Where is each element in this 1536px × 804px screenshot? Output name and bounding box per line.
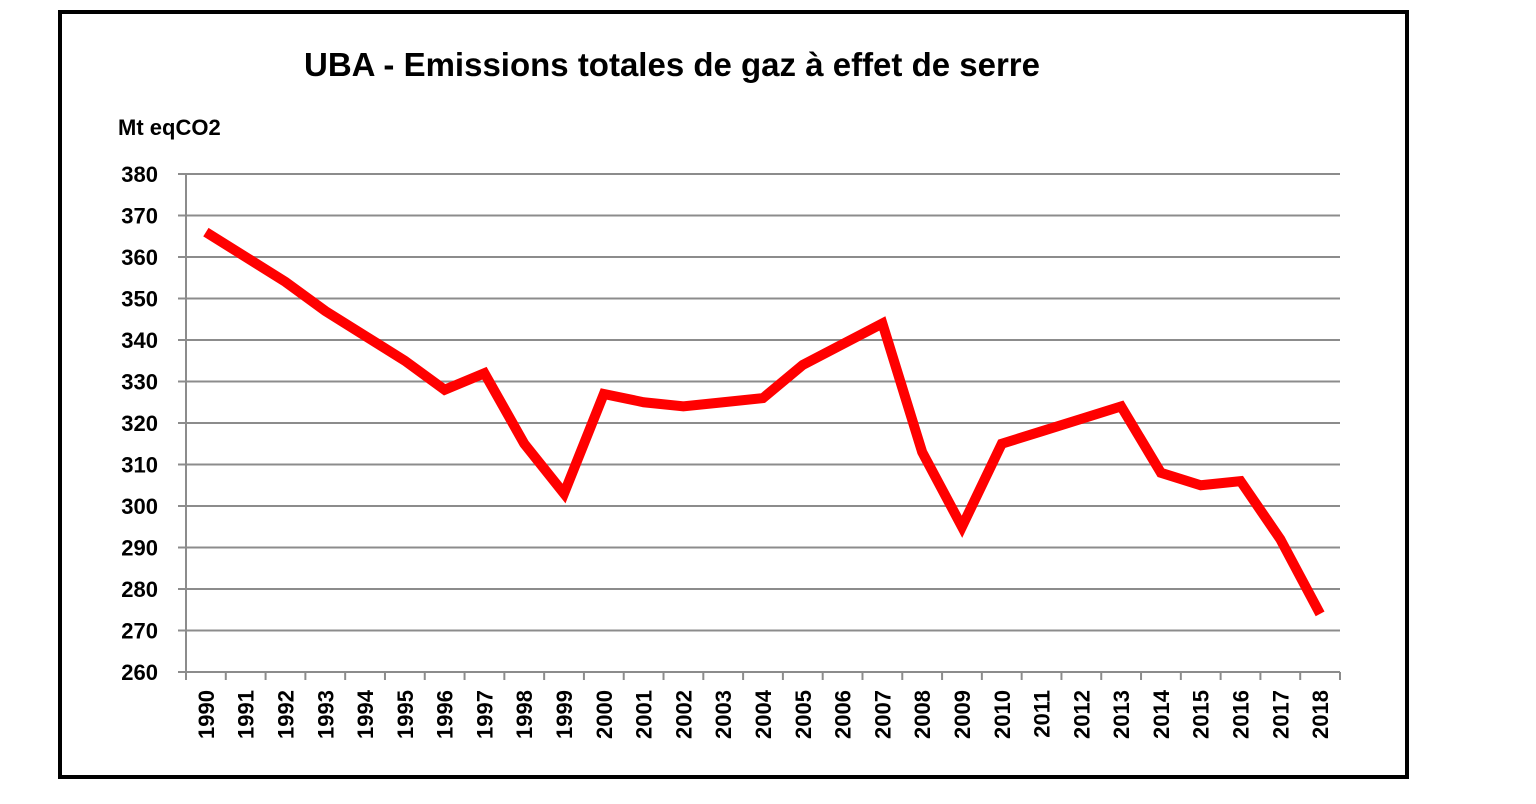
x-tick-label: 1993 <box>313 690 338 739</box>
x-tick-label: 1998 <box>512 690 537 739</box>
x-tick-label: 2003 <box>711 690 736 739</box>
x-tick-label: 2010 <box>990 690 1015 739</box>
x-tick-label: 2017 <box>1268 690 1293 739</box>
x-tick-label: 1997 <box>472 690 497 739</box>
x-tick-label: 2000 <box>592 690 617 739</box>
axes <box>178 173 1341 680</box>
y-tick-label: 350 <box>121 287 158 312</box>
x-tick-label: 2015 <box>1189 690 1214 739</box>
x-tick-label: 1991 <box>234 690 259 739</box>
x-tick-label: 2008 <box>910 690 935 739</box>
x-tick-label: 2014 <box>1149 689 1174 739</box>
chart-title: UBA - Emissions totales de gaz à effet d… <box>304 46 1040 83</box>
chart-frame <box>58 10 1409 779</box>
x-tick-label: 1990 <box>194 690 219 739</box>
y-tick-label: 280 <box>121 577 158 602</box>
x-tick-label: 2005 <box>791 690 816 739</box>
x-tick-label: 2018 <box>1308 690 1333 739</box>
y-tick-label: 270 <box>121 619 158 644</box>
y-tick-label: 300 <box>121 494 158 519</box>
series-layer <box>203 227 1325 617</box>
x-tick-label: 2002 <box>671 690 696 739</box>
y-tick-label: 310 <box>121 453 158 478</box>
x-tick-label: 2007 <box>870 690 895 739</box>
y-axis-label: Mt eqCO2 <box>118 115 221 140</box>
x-tick-label: 2011 <box>1030 690 1055 738</box>
y-tick-label: 370 <box>121 204 158 229</box>
x-tick-label: 1994 <box>353 689 378 739</box>
x-tick-label: 2013 <box>1109 690 1134 739</box>
x-tick-label: 1999 <box>552 690 577 739</box>
gridlines <box>186 173 1340 632</box>
y-tick-label: 260 <box>121 660 158 685</box>
y-tick-label: 340 <box>121 328 158 353</box>
y-tick-labels: 260 270 280 290 300 310 320 330 340 350 360 370 380 <box>121 162 158 685</box>
x-tick-label: 1995 <box>393 690 418 739</box>
x-tick-label: 2004 <box>751 689 776 739</box>
x-tick-label: 2006 <box>831 690 856 739</box>
y-tick-label: 320 <box>121 411 158 436</box>
y-tick-label: 360 <box>121 245 158 270</box>
x-tick-label: 2001 <box>632 690 657 739</box>
x-tick-label: 2009 <box>950 690 975 739</box>
y-tick-label: 380 <box>121 162 158 187</box>
x-tick-labels: 1990 1991 1992 1993 1994 1995 1996 1997 1998 1999… <box>194 689 1333 739</box>
x-tick-label: 2016 <box>1229 690 1254 739</box>
x-tick-label: 1996 <box>433 690 458 739</box>
y-tick-label: 330 <box>121 370 158 395</box>
series-line <box>203 227 1325 617</box>
x-tick-label: 1992 <box>273 690 298 739</box>
y-tick-label: 290 <box>121 536 158 561</box>
x-tick-label: 2012 <box>1069 690 1094 739</box>
